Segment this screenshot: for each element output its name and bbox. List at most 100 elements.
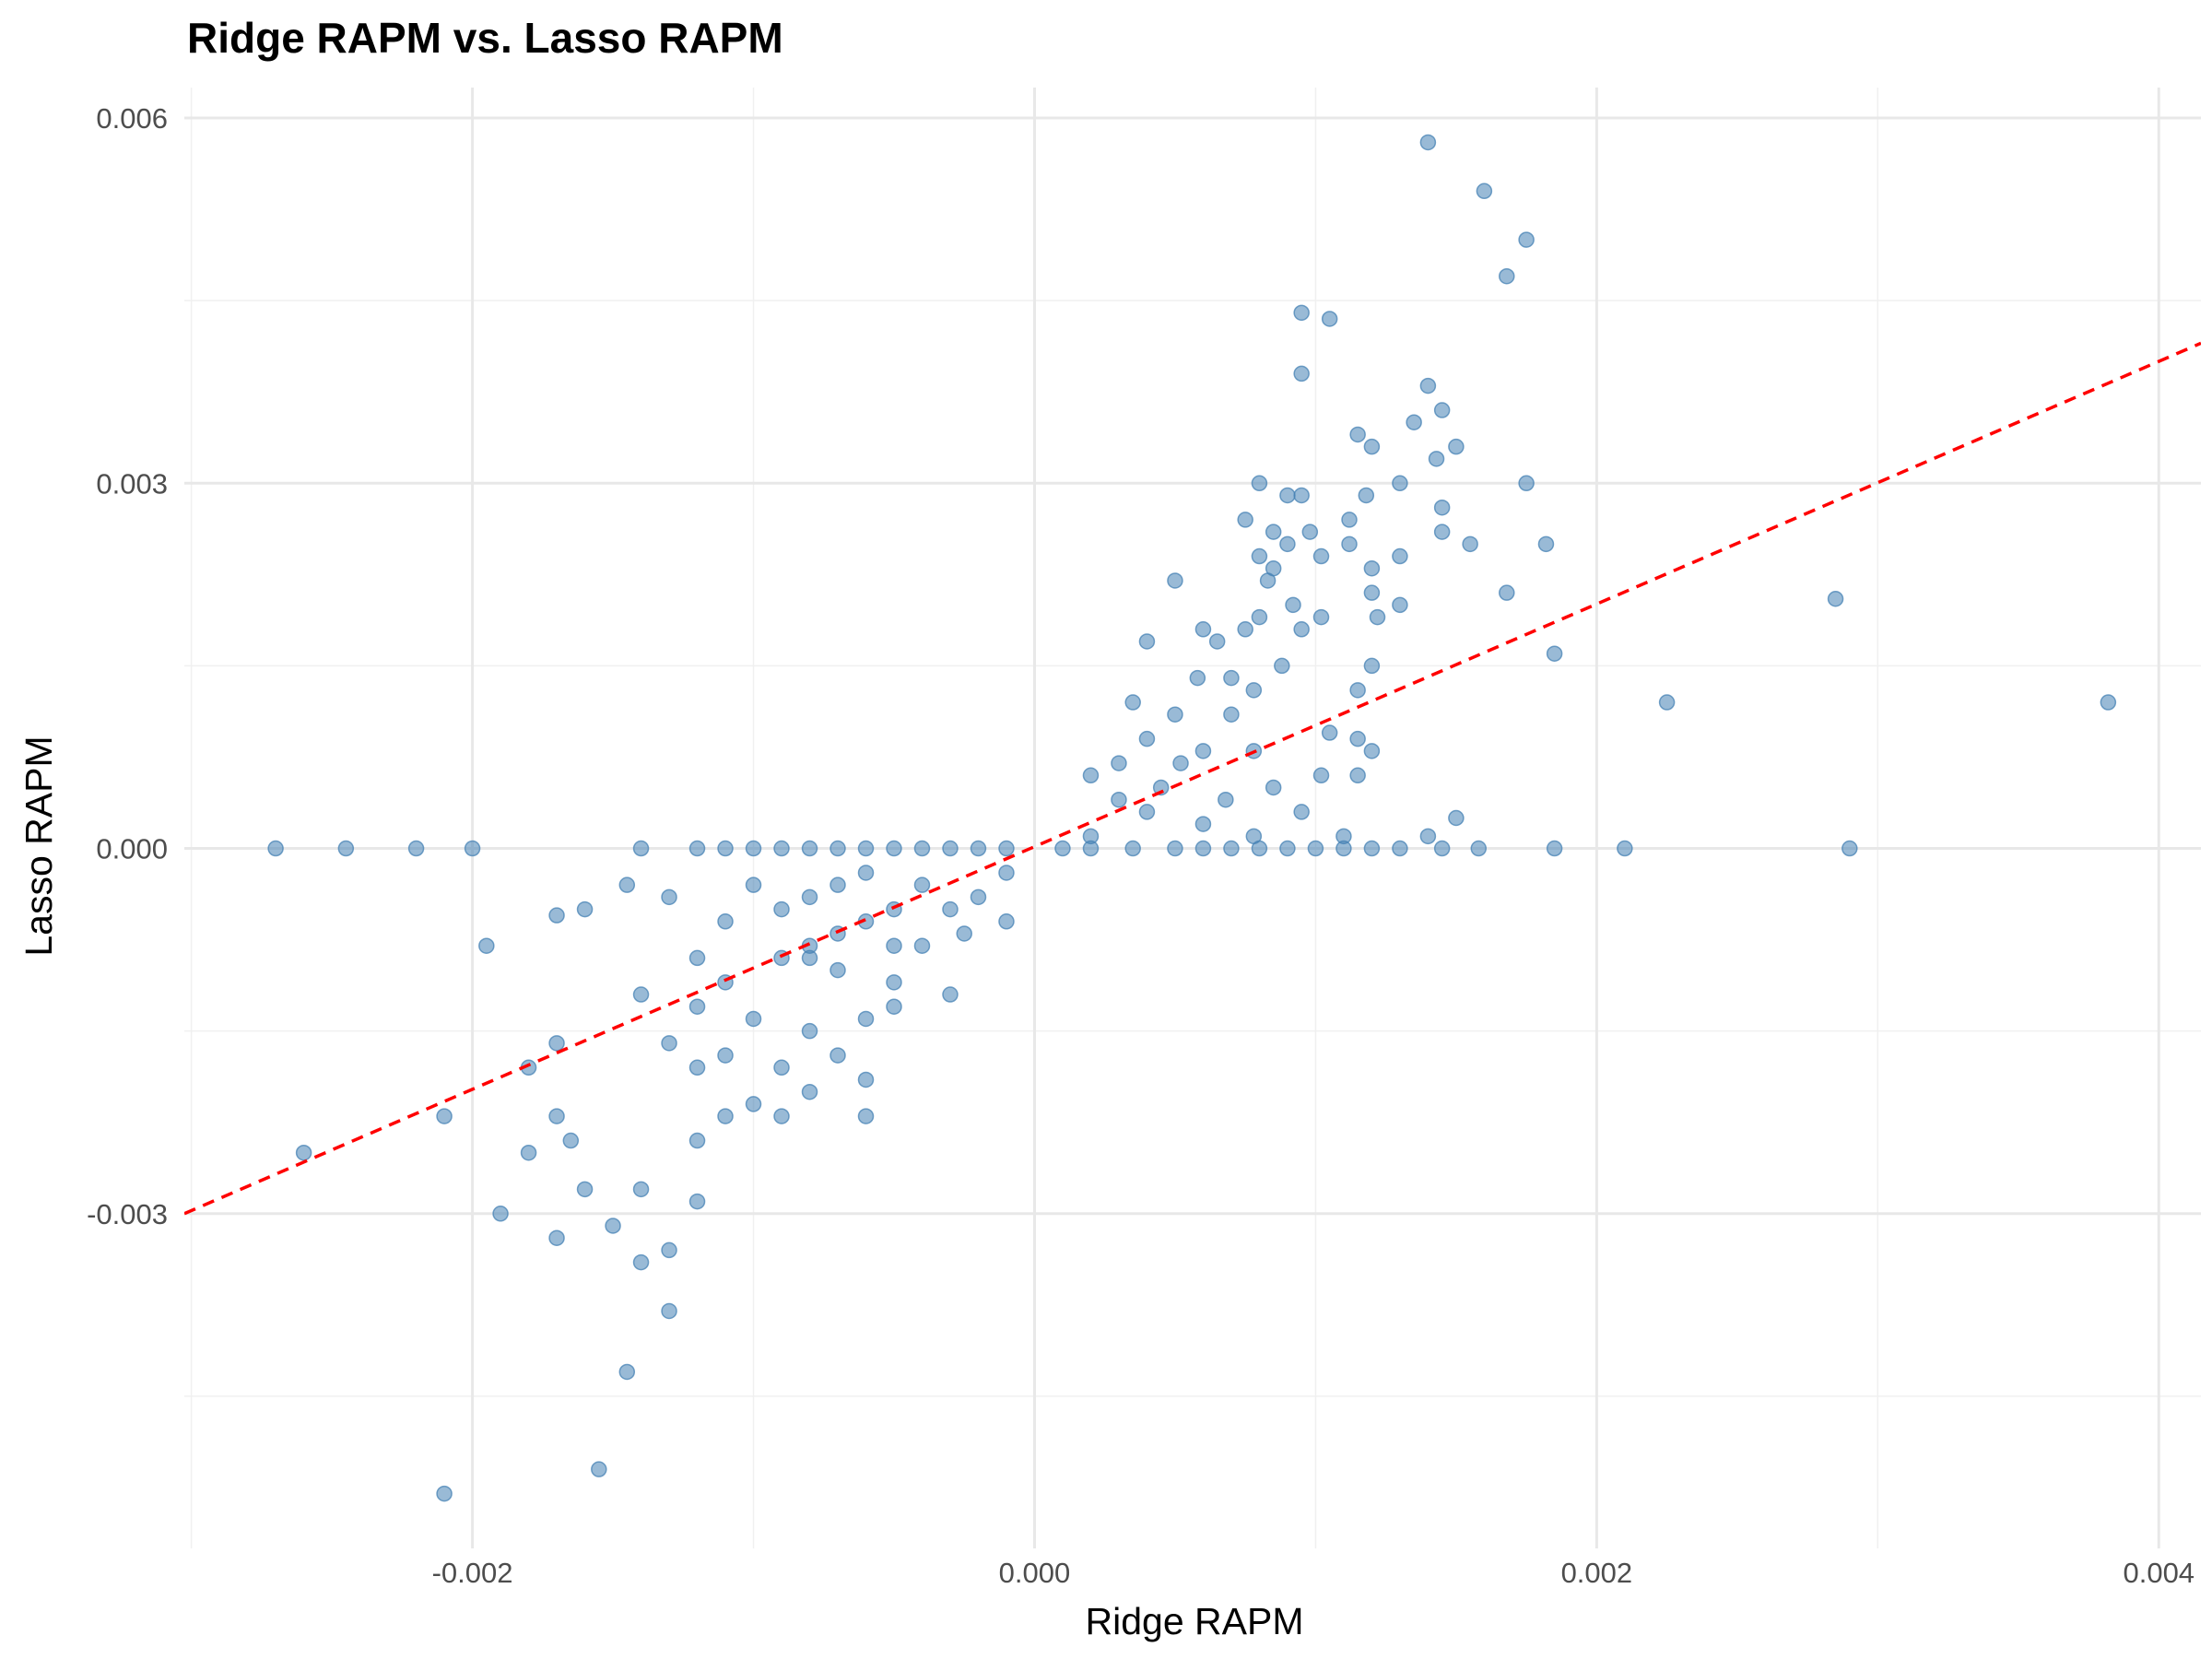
data-point (1293, 304, 1310, 322)
data-point (717, 840, 734, 857)
data-point (801, 888, 818, 906)
data-point (1054, 840, 1071, 857)
data-point (1111, 755, 1127, 771)
data-point (548, 1230, 565, 1246)
data-point (745, 840, 762, 857)
data-point (1167, 706, 1183, 723)
data-point (1218, 791, 1234, 808)
data-point (1189, 669, 1206, 687)
data-point (1658, 694, 1676, 711)
data-point (1433, 840, 1451, 857)
reference-line (184, 341, 2201, 1216)
data-point (337, 840, 355, 857)
grid-minor (184, 88, 2201, 1548)
data-point (1537, 535, 1555, 553)
x-tick-label: 0.000 (999, 1557, 1071, 1589)
data-point (1349, 730, 1366, 747)
data-point (886, 974, 902, 991)
data-point (436, 1108, 453, 1124)
data-point (1341, 535, 1358, 553)
data-point (1251, 840, 1268, 857)
data-point (548, 1035, 565, 1052)
data-point (1111, 791, 1127, 808)
data-point (773, 840, 790, 857)
data-point (1172, 755, 1189, 771)
data-point (1194, 743, 1212, 759)
data-point (1349, 426, 1366, 443)
data-point (801, 949, 818, 967)
data-point (1223, 669, 1240, 687)
data-point (1392, 596, 1408, 614)
data-point (1392, 840, 1408, 857)
data-point (295, 1144, 312, 1161)
data-point (970, 888, 987, 906)
data-point (745, 877, 762, 893)
data-point (1279, 535, 1296, 553)
data-point (1433, 402, 1451, 418)
data-point (1194, 840, 1212, 857)
data-point (1841, 840, 1858, 857)
data-point (661, 1302, 677, 1320)
data-point (1341, 512, 1358, 528)
data-point (1293, 804, 1310, 820)
data-point (857, 1010, 875, 1028)
data-point (1293, 365, 1310, 382)
data-point (1363, 438, 1381, 455)
data-point (942, 900, 959, 918)
data-point (717, 1047, 734, 1064)
data-point (1301, 524, 1319, 540)
data-point (661, 1241, 677, 1259)
data-point (745, 1010, 762, 1028)
data-point (661, 888, 677, 906)
data-point (801, 840, 818, 857)
data-point (857, 1108, 875, 1124)
data-point (1138, 730, 1156, 747)
data-point (1167, 572, 1183, 589)
data-point (1358, 487, 1375, 504)
data-point (1259, 572, 1277, 589)
data-point (1285, 596, 1301, 614)
data-point (745, 1096, 762, 1112)
x-axis-ticks: -0.002 0.000 0.002 0.004 (432, 1557, 2194, 1589)
data-point (1279, 840, 1296, 857)
data-point (1293, 621, 1310, 638)
data-point (773, 1108, 790, 1124)
data-point (1335, 840, 1352, 857)
data-point (886, 998, 902, 1015)
reference-line-layer (184, 341, 2201, 1216)
data-point (1279, 487, 1296, 504)
data-point (1433, 499, 1451, 516)
data-point (830, 1047, 846, 1064)
data-point (548, 907, 565, 924)
data-point (1392, 475, 1408, 492)
data-point (1274, 657, 1290, 675)
data-point (913, 937, 931, 954)
data-point (1617, 840, 1633, 857)
data-point (1245, 682, 1263, 699)
data-point (478, 937, 495, 954)
data-point (1448, 809, 1465, 827)
data-point (1124, 694, 1141, 711)
data-point (956, 925, 972, 942)
data-point (998, 865, 1015, 881)
data-point (1499, 267, 1515, 285)
data-point (801, 1022, 818, 1040)
data-point (1406, 414, 1422, 430)
data-point (1546, 840, 1563, 857)
data-point (562, 1132, 580, 1149)
data-point (1167, 840, 1183, 857)
data-point (717, 1108, 734, 1124)
data-point (1462, 535, 1478, 553)
data-point (1138, 804, 1156, 820)
data-point (1363, 657, 1381, 675)
y-axis-title: Lasso RAPM (18, 735, 60, 956)
data-point (688, 998, 706, 1015)
data-point (1349, 767, 1366, 784)
grid-major (184, 88, 2201, 1548)
data-point (913, 877, 931, 893)
data-point (1265, 524, 1282, 540)
data-point (942, 986, 959, 1003)
data-point (520, 1144, 537, 1161)
x-tick-label: 0.002 (1561, 1557, 1633, 1589)
